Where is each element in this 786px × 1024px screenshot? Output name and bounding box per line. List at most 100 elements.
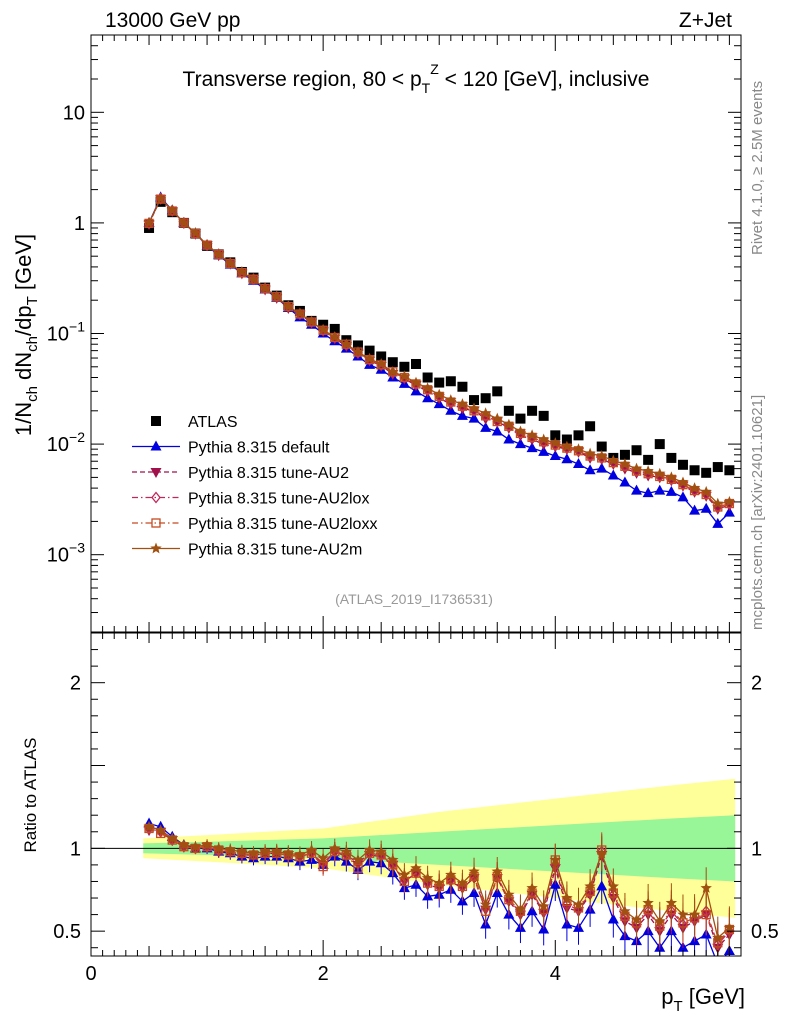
legend: ATLAS Pythia 8.315 default Pythia 8.315 tu… bbox=[132, 414, 377, 559]
ratio-point bbox=[224, 844, 236, 855]
main-point bbox=[503, 405, 514, 416]
legend-label: Pythia 8.315 tune-AU2 bbox=[188, 465, 349, 482]
ratio-point bbox=[549, 853, 561, 865]
ratio-point bbox=[654, 915, 666, 927]
ratio-point bbox=[468, 865, 480, 877]
main-point bbox=[607, 469, 619, 480]
main-point bbox=[491, 425, 503, 436]
main-point bbox=[363, 352, 376, 364]
ratio-point bbox=[340, 845, 353, 857]
main-point bbox=[503, 418, 515, 430]
main-point bbox=[201, 239, 213, 250]
legend-label: Pythia 8.315 tune-AU2loxx bbox=[188, 516, 377, 533]
ratio-point bbox=[456, 877, 469, 888]
ratio-point bbox=[294, 849, 306, 860]
ratio-ytick-label-right: 1 bbox=[751, 838, 762, 860]
ratio-point bbox=[305, 844, 318, 855]
main-ytick-label: 10−1 bbox=[47, 319, 85, 346]
main-point bbox=[189, 227, 202, 238]
main-ylabel: 1/Nch dNch/dpT [GeV] bbox=[11, 234, 41, 436]
main-point bbox=[247, 273, 260, 284]
main-point bbox=[677, 459, 688, 470]
svg-text:1/Nch dNch/dpT [GeV]: 1/Nch dNch/dpT [GeV] bbox=[11, 234, 41, 436]
ratio-point bbox=[352, 853, 364, 865]
main-point bbox=[259, 282, 271, 294]
side-label-bottom: mcplots.cern.ch [arXiv:2401.10621] bbox=[749, 395, 766, 630]
main-ytick-label: 10 bbox=[63, 102, 85, 124]
main-point bbox=[538, 433, 550, 445]
main-point bbox=[224, 257, 236, 269]
main-point bbox=[410, 376, 422, 388]
main-point bbox=[492, 386, 503, 397]
ratio-point bbox=[433, 877, 445, 888]
main-point bbox=[549, 437, 561, 448]
main-ytick-label: 1 bbox=[74, 213, 85, 235]
main-point bbox=[723, 495, 736, 507]
ratio-point bbox=[410, 862, 422, 874]
main-point bbox=[352, 340, 363, 351]
main-point bbox=[677, 491, 689, 502]
ratio-point bbox=[201, 839, 213, 850]
main-point bbox=[665, 471, 678, 483]
main-point bbox=[701, 467, 712, 478]
ratio-point bbox=[514, 903, 527, 915]
ratio-point bbox=[468, 887, 480, 898]
ratio-ylabel: Ratio to ATLAS bbox=[21, 738, 40, 853]
ratio-point bbox=[154, 824, 167, 835]
ratio-point bbox=[526, 882, 538, 893]
ratio-point bbox=[282, 847, 294, 859]
legend-marker bbox=[151, 518, 161, 528]
main-point bbox=[573, 458, 584, 469]
ratio-point bbox=[665, 897, 678, 908]
ratio-point bbox=[596, 880, 608, 891]
ratio-point bbox=[247, 847, 260, 859]
main-point bbox=[375, 358, 387, 369]
legend-marker bbox=[151, 491, 161, 504]
ratio-point bbox=[596, 847, 608, 859]
main-point bbox=[317, 323, 329, 335]
main-point bbox=[433, 388, 445, 400]
legend-label: Pythia 8.315 tune-AU2lox bbox=[188, 491, 369, 508]
ratio-point bbox=[642, 897, 654, 908]
main-point bbox=[665, 485, 677, 496]
main-point bbox=[480, 421, 492, 432]
main-point bbox=[666, 452, 677, 463]
main-point bbox=[700, 502, 712, 513]
main-point bbox=[584, 447, 596, 459]
legend-marker bbox=[151, 416, 161, 426]
main-point bbox=[445, 376, 456, 387]
main-point bbox=[642, 487, 654, 498]
ratio-point bbox=[561, 892, 573, 903]
main-point bbox=[677, 476, 689, 488]
ratio-point bbox=[677, 908, 689, 920]
ratio-point bbox=[712, 958, 723, 968]
main-point bbox=[468, 412, 480, 423]
main-point bbox=[340, 338, 353, 350]
main-point bbox=[456, 409, 468, 420]
ratio-point bbox=[619, 905, 631, 917]
ratio-point bbox=[503, 888, 515, 900]
main-point bbox=[712, 497, 724, 509]
main-point bbox=[514, 438, 526, 449]
main-point bbox=[619, 476, 631, 487]
xtick-label: 2 bbox=[318, 963, 329, 985]
main-point bbox=[700, 485, 712, 497]
watermark: (ATLAS_2019_I1736531) bbox=[335, 591, 493, 607]
main-point bbox=[445, 394, 457, 405]
main-title: Transverse region, 80 < pTZ < 120 [GeV],… bbox=[183, 61, 650, 96]
ratio-point bbox=[271, 845, 283, 857]
main-point bbox=[549, 450, 561, 461]
ratio-point bbox=[259, 845, 271, 857]
main-point bbox=[398, 370, 411, 382]
main-point bbox=[399, 361, 410, 372]
ratio-point bbox=[143, 820, 155, 832]
legend-label: ATLAS bbox=[188, 414, 238, 431]
main-ytick-label: 10−2 bbox=[47, 429, 85, 456]
main-point bbox=[596, 441, 607, 452]
main-point bbox=[387, 365, 399, 377]
main-point bbox=[561, 440, 573, 452]
xlabel: pT [GeV] bbox=[661, 984, 745, 1015]
legend-label: Pythia 8.315 default bbox=[188, 440, 330, 457]
main-point bbox=[329, 331, 341, 342]
main-point bbox=[596, 462, 608, 473]
